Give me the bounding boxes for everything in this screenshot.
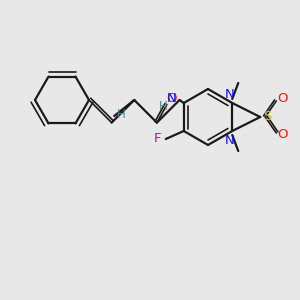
Text: N: N <box>167 92 176 104</box>
Text: H: H <box>159 100 168 112</box>
Text: O: O <box>277 128 287 142</box>
Text: O: O <box>277 92 287 106</box>
Text: N: N <box>224 134 234 146</box>
Text: H: H <box>117 108 126 121</box>
Text: O: O <box>167 92 177 105</box>
Text: F: F <box>154 131 161 145</box>
Text: N: N <box>224 88 234 100</box>
Text: S: S <box>263 110 272 124</box>
